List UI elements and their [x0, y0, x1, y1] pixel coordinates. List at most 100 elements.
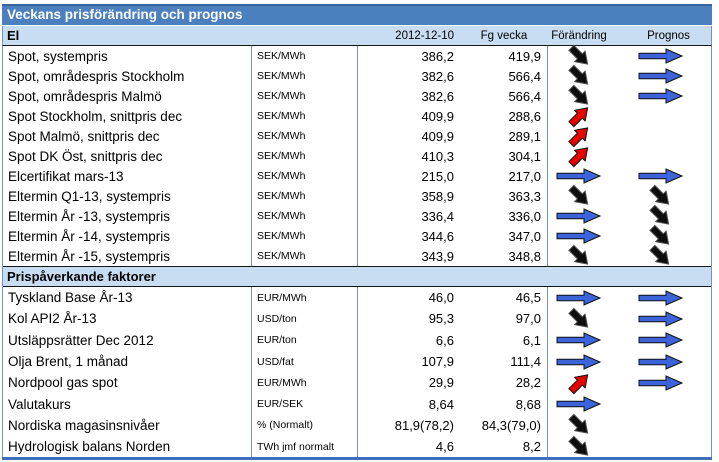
price-table: Veckans prisförändring och prognos El 20… — [2, 4, 712, 461]
row-name: Olja Brent, 1 månad — [3, 350, 252, 373]
arrow-right-icon — [556, 168, 602, 184]
value-previous: 566,4 — [460, 66, 548, 86]
value-current: 95,3 — [428, 311, 454, 327]
change-arrow-cell — [548, 226, 610, 246]
arrow-right-icon — [556, 228, 602, 244]
value-current: 409,9 — [421, 128, 454, 144]
section-header: Prispåverkande faktorer — [3, 266, 711, 287]
change-arrow-cell — [548, 64, 610, 86]
arrow-right-icon — [638, 68, 683, 84]
value-previous: 336,0 — [460, 206, 548, 226]
arrow-right-icon — [638, 375, 683, 391]
arrow-down-right-icon — [567, 44, 588, 65]
change-arrow-cell — [548, 44, 610, 66]
table-row: Spot DK Öst, snittpris dec SEK/MWh 410,3 30… — [3, 146, 711, 168]
change-arrow-cell — [548, 126, 610, 148]
value-current: 107,9 — [421, 354, 454, 370]
value-current: 382,6 — [421, 68, 454, 84]
table-row: Spot, områdespris Stockholm SEK/MWh 382,6 5… — [3, 64, 711, 86]
forecast-arrow-cell — [610, 166, 711, 186]
arrow-down-right-icon — [567, 184, 588, 205]
row-unit: EUR/MWh — [252, 287, 358, 309]
arrow-up-right-icon — [567, 147, 588, 168]
arrow-right-icon — [638, 48, 683, 64]
change-arrow-cell — [548, 146, 610, 168]
forecast-arrow-cell — [610, 372, 711, 393]
row-unit: SEK/MWh — [252, 186, 358, 206]
value-previous: 288,6 — [460, 106, 548, 126]
value-previous: 8,2 — [460, 436, 548, 458]
row-name: Spot Stockholm, snittpris dec — [3, 106, 252, 126]
value-previous: 8,68 — [460, 393, 548, 415]
table-body: Spot, systempris SEK/MWh 386,2 419,9 Spot, o… — [2, 44, 712, 458]
table-row: Eltermin År -13, systempris SEK/MWh 336,4 3… — [3, 204, 711, 226]
table-row: Eltermin År -15, systempris SEK/MWh 343,9 3… — [3, 244, 711, 266]
value-current: 410,3 — [421, 148, 454, 164]
row-name: Hydrologisk balans Norden — [3, 436, 252, 458]
arrow-down-right-icon — [649, 244, 670, 265]
value-previous: 419,9 — [460, 46, 548, 66]
forecast-arrow-cell — [610, 184, 711, 206]
value-current: 343,9 — [421, 248, 454, 264]
row-name: Eltermin År -14, systempris — [3, 226, 252, 246]
arrow-down-right-icon — [649, 204, 670, 225]
change-arrow-cell — [548, 307, 610, 329]
arrow-right-icon — [638, 168, 683, 184]
value-current: 386,2 — [421, 48, 454, 64]
arrow-up-right-icon — [567, 107, 588, 128]
table-row: Elcertifikat mars-13 SEK/MWh 215,0 217,0 — [3, 166, 711, 186]
table-bottom-border — [2, 457, 712, 461]
forecast-arrow-cell — [610, 436, 711, 457]
table-row: Spot, områdespris Malmö SEK/MWh 382,6 566,4 — [3, 84, 711, 106]
arrow-right-icon — [556, 353, 602, 370]
row-unit: SEK/MWh — [252, 226, 358, 246]
table-row: Eltermin År -14, systempris SEK/MWh 344,6 3… — [3, 224, 711, 246]
row-name: Spot DK Öst, snittpris dec — [3, 146, 252, 166]
table-row: Nordiska magasinsnivåer% (Normalt) 81,9(7… — [3, 414, 711, 437]
forecast-arrow-cell — [610, 204, 711, 226]
value-current: 8,64 — [428, 396, 454, 412]
row-unit: SEK/MWh — [252, 146, 358, 166]
arrow-down-right-icon — [567, 414, 588, 435]
forecast-arrow-cell — [610, 393, 711, 414]
table-row: Spot Malmö, snittpris dec SEK/MWh 409,9 289… — [3, 126, 711, 148]
arrow-down-right-icon — [649, 184, 670, 205]
arrow-up-right-icon — [567, 374, 588, 395]
forecast-arrow-cell — [610, 351, 711, 372]
arrow-right-icon — [638, 311, 683, 327]
forecast-arrow-cell — [610, 330, 711, 351]
table-row: Spot Stockholm, snittpris dec SEK/MWh 409,… — [3, 106, 711, 128]
row-unit: TWh jmf normalt — [252, 436, 358, 458]
arrow-right-icon — [556, 208, 602, 224]
change-arrow-cell — [548, 244, 610, 266]
section-label-el: El — [7, 28, 20, 43]
forecast-arrow-cell — [610, 224, 711, 246]
row-unit: EUR/SEK — [252, 393, 358, 415]
value-previous: 304,1 — [460, 146, 548, 166]
arrow-right-icon — [556, 332, 602, 348]
row-name: Spot Malmö, snittpris dec — [3, 126, 252, 146]
arrow-up-right-icon — [567, 127, 588, 148]
row-unit: SEK/MWh — [252, 46, 358, 66]
row-name: Tyskland Base År-13 — [3, 287, 252, 309]
row-name: Nordiska magasinsnivåer — [3, 414, 252, 437]
forecast-arrow-cell — [610, 287, 711, 308]
row-unit: SEK/MWh — [252, 206, 358, 226]
value-previous: 28,2 — [460, 372, 548, 394]
table-row: Spot, systempris SEK/MWh 386,2 419,9 — [3, 44, 711, 66]
forecast-arrow-cell — [610, 308, 711, 329]
arrow-down-right-icon — [567, 64, 588, 85]
section-rows: Tyskland Base År-13 EUR/MWh 46,0 46,5 Kol AP… — [3, 287, 711, 458]
forecast-arrow-cell — [610, 46, 711, 66]
value-current: 382,6 — [421, 88, 454, 104]
change-arrow-cell — [548, 106, 610, 128]
table-row: Eltermin Q1-13, systempris SEK/MWh 358,9 36… — [3, 184, 711, 206]
change-arrow-cell — [548, 166, 610, 186]
change-arrow-cell — [548, 330, 610, 351]
change-arrow-cell — [548, 351, 610, 372]
row-unit: SEK/MWh — [252, 86, 358, 106]
row-unit: SEK/MWh — [252, 126, 358, 146]
value-current: 4,6 — [435, 439, 454, 455]
change-arrow-cell — [548, 287, 610, 308]
arrow-right-icon — [556, 396, 602, 412]
